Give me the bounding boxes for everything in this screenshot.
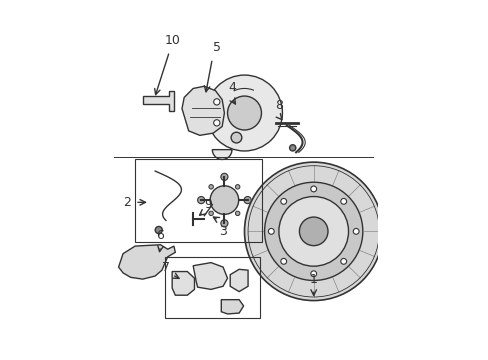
Wedge shape xyxy=(212,150,231,159)
Circle shape xyxy=(213,120,220,126)
Circle shape xyxy=(227,96,261,130)
Circle shape xyxy=(244,197,251,204)
Text: 6: 6 xyxy=(156,229,164,242)
Circle shape xyxy=(197,197,204,204)
Text: 8: 8 xyxy=(275,99,283,112)
Circle shape xyxy=(210,186,238,215)
Circle shape xyxy=(289,145,295,151)
Circle shape xyxy=(352,229,358,234)
Circle shape xyxy=(268,229,274,234)
Circle shape xyxy=(340,258,346,264)
Circle shape xyxy=(264,182,362,280)
Circle shape xyxy=(280,258,286,264)
Polygon shape xyxy=(182,86,224,135)
Polygon shape xyxy=(193,262,227,289)
Polygon shape xyxy=(118,245,175,279)
Text: 5: 5 xyxy=(212,41,221,54)
Circle shape xyxy=(280,198,286,204)
Circle shape xyxy=(221,220,227,227)
Polygon shape xyxy=(142,91,174,111)
Polygon shape xyxy=(172,271,194,295)
Circle shape xyxy=(231,132,242,143)
Circle shape xyxy=(206,75,282,151)
Text: 1: 1 xyxy=(309,273,317,286)
Circle shape xyxy=(278,197,348,266)
Circle shape xyxy=(299,217,327,246)
Bar xyxy=(164,257,259,318)
Polygon shape xyxy=(230,269,247,292)
Text: 7: 7 xyxy=(162,261,170,274)
Text: 10: 10 xyxy=(164,34,180,47)
Circle shape xyxy=(310,186,316,192)
Text: 3: 3 xyxy=(219,225,226,238)
Circle shape xyxy=(213,99,220,105)
Circle shape xyxy=(310,271,316,277)
Circle shape xyxy=(244,162,382,301)
Circle shape xyxy=(340,198,346,204)
Circle shape xyxy=(155,226,162,234)
Circle shape xyxy=(208,185,213,189)
Circle shape xyxy=(221,173,227,180)
Polygon shape xyxy=(221,300,243,314)
Text: 4: 4 xyxy=(227,81,235,94)
Circle shape xyxy=(208,211,213,216)
Circle shape xyxy=(235,185,240,189)
Text: 2: 2 xyxy=(123,196,131,209)
Text: 9: 9 xyxy=(203,198,211,211)
Circle shape xyxy=(235,211,240,216)
Bar xyxy=(135,159,262,242)
